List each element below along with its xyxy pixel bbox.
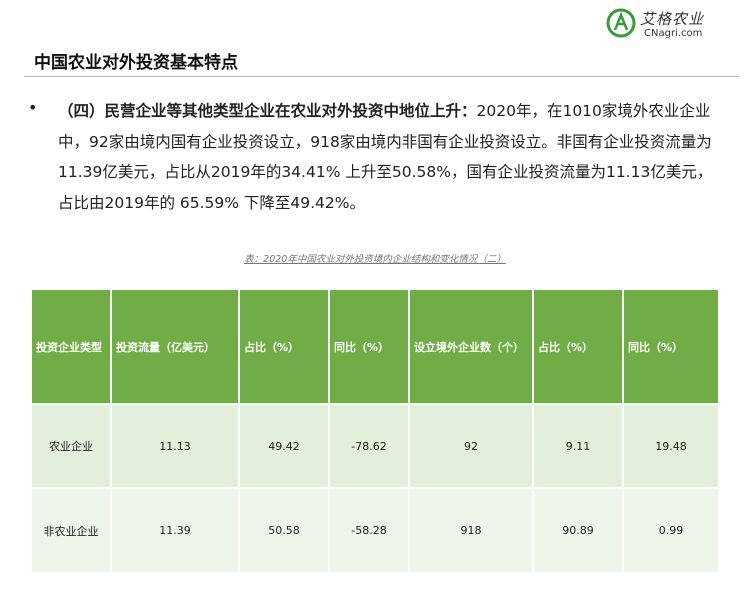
table-cell: 19.48 bbox=[622, 403, 720, 489]
bullet: • bbox=[28, 98, 38, 117]
table-cell: 50.58 bbox=[238, 487, 330, 574]
table-cell: 11.39 bbox=[110, 487, 240, 574]
header-cell: 占比（%） bbox=[238, 288, 330, 405]
header-cell: 同比（%） bbox=[328, 288, 410, 405]
table-cell: 918 bbox=[408, 487, 534, 574]
divider bbox=[24, 76, 740, 77]
table-cell: 49.42 bbox=[238, 403, 330, 489]
table-row: 非农业企业 11.39 50.58 -58.28 918 90.89 0.99 bbox=[30, 487, 720, 574]
paragraph-lead: （四）民营企业等其他类型企业在农业对外投资中地位上升： bbox=[58, 102, 477, 120]
table-cell: -78.62 bbox=[328, 403, 410, 489]
logo-name: 艾格农业 bbox=[640, 10, 705, 28]
paragraph: （四）民营企业等其他类型企业在农业对外投资中地位上升：2020年，在1010家境… bbox=[58, 96, 723, 218]
header-cell: 占比（%） bbox=[532, 288, 624, 405]
table-cell: 9.11 bbox=[532, 403, 624, 489]
paragraph-text: 2020年，在1010家境外农业企业中，92家由境内国有企业投资设立，918家由… bbox=[58, 102, 713, 212]
table-body: 农业企业 11.13 49.42 -78.62 92 9.11 19.48 非农业企业 11.3… bbox=[30, 403, 720, 574]
table-row: 农业企业 11.13 49.42 -78.62 92 9.11 19.48 bbox=[30, 403, 720, 489]
table-cell: 0.99 bbox=[622, 487, 720, 574]
logo: 艾格农业 CNagri.com bbox=[606, 6, 736, 46]
header-cell: 投资企业类型 bbox=[30, 288, 112, 405]
table-cell: 90.89 bbox=[532, 487, 624, 574]
table-cell: 11.13 bbox=[110, 403, 240, 489]
table: 投资企业类型 投资流量（亿美元） 占比（%） 同比（%） 设立境外企业数（个） 占比（%）… bbox=[30, 288, 720, 574]
table-cell: 92 bbox=[408, 403, 534, 489]
caption-text: 表：2020年中国农业对外投资境内企业结构和变化情况（二） bbox=[244, 254, 506, 265]
logo-icon bbox=[606, 8, 636, 38]
table-cell: -58.28 bbox=[328, 487, 410, 574]
logo-url: CNagri.com bbox=[644, 28, 703, 39]
table-cell: 非农业企业 bbox=[30, 487, 112, 574]
table-cell: 农业企业 bbox=[30, 403, 112, 489]
header-cell: 投资流量（亿美元） bbox=[110, 288, 240, 405]
header-row: 投资企业类型 投资流量（亿美元） 占比（%） 同比（%） 设立境外企业数（个） 占比（%）… bbox=[30, 288, 720, 405]
title: 中国农业对外投资基本特点 bbox=[34, 53, 238, 73]
header-cell: 同比（%） bbox=[622, 288, 720, 405]
header-cell: 设立境外企业数（个） bbox=[408, 288, 534, 405]
table-caption: 表：2020年中国农业对外投资境内企业结构和变化情况（二） bbox=[0, 251, 750, 265]
